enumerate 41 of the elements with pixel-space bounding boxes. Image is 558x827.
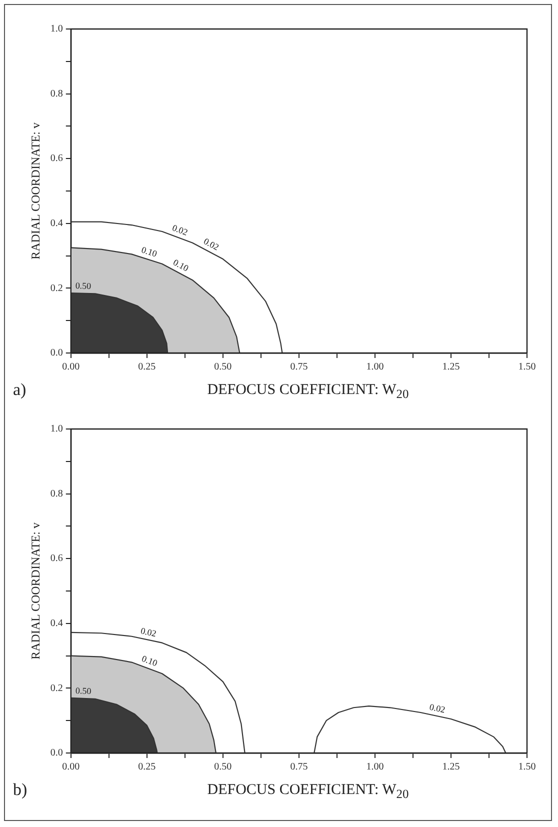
y-tick-label: 0.0	[50, 348, 63, 359]
x-axis-title: DEFOCUS COEFFICIENT: W$_{20}$	[207, 382, 409, 401]
x-tick-label: 1.50	[518, 362, 536, 373]
x-tick-label: 0.25	[138, 762, 156, 773]
y-tick-label: 0.6	[50, 153, 63, 164]
text: 0.10	[172, 257, 190, 274]
x-tick-label: 0.00	[62, 362, 80, 373]
series-label: 0.50	[75, 280, 92, 291]
x-tick-label: 0.75	[290, 362, 308, 373]
x-tick-label: 1.25	[442, 762, 460, 773]
text: 0.02	[428, 702, 446, 715]
y-tick-label: 0.2	[50, 682, 63, 694]
y-tick-label: 0.8	[50, 488, 63, 500]
x-tick-label: 0.00	[62, 762, 80, 773]
x-tick-label: 0.75	[290, 762, 308, 773]
y-tick-label: 0.6	[50, 553, 63, 564]
x-tick-label: 0.50	[214, 362, 232, 373]
y-tick-label: 0.0	[50, 748, 63, 759]
y-tick-label: 0.8	[50, 88, 63, 100]
x-tick-label: 1.00	[366, 362, 384, 373]
y-tick-label: 1.0	[50, 24, 63, 35]
x-tick-label: 1.00	[366, 762, 384, 773]
text: a)	[13, 380, 26, 400]
y-tick-label: 1.0	[50, 424, 63, 435]
text: 0.02	[170, 222, 190, 238]
series-label: 0.50	[75, 685, 92, 696]
text: 0.02	[202, 236, 221, 252]
x-tick-label: 0.50	[214, 762, 232, 773]
x-tick-label: 1.25	[442, 362, 460, 373]
text: 0.10	[140, 653, 160, 668]
y-axis-title: RADIAL COORDINATE: v	[28, 522, 42, 660]
text: 0.02	[140, 626, 158, 639]
x-tick-label: 0.25	[138, 362, 156, 373]
y-tick-label: 0.2	[50, 282, 63, 294]
y-tick-label: 0.4	[50, 218, 63, 230]
text: b)	[13, 780, 28, 800]
text: 0.10	[140, 244, 159, 260]
y-tick-label: 0.4	[50, 618, 63, 630]
y-axis-title: RADIAL COORDINATE: v	[28, 122, 42, 260]
x-tick-label: 1.50	[518, 762, 536, 773]
x-axis-title: DEFOCUS COEFFICIENT: W$_{20}$	[207, 782, 409, 801]
